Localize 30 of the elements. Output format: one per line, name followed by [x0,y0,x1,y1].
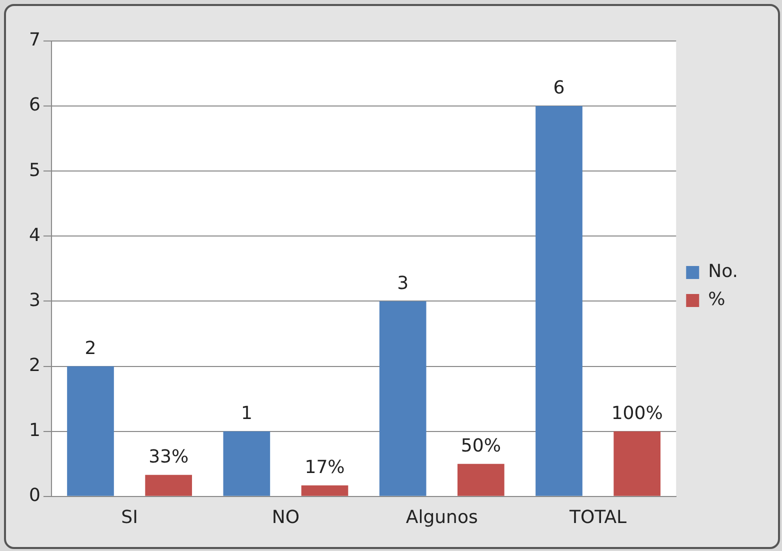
data-label: 6 [553,78,565,99]
bar [67,366,114,496]
bar [536,106,582,496]
bar [614,431,660,496]
x-tick-label: NO [272,506,300,528]
y-tick-label: 0 [29,485,40,506]
legend-label: % [708,289,726,310]
y-tick-label: 6 [29,94,40,116]
x-tick-label: Algunos [406,506,478,528]
y-tick-label: 1 [29,420,40,442]
data-label: 100% [611,403,663,424]
y-tick-label: 3 [29,290,40,311]
x-tick-label: SI [121,506,138,528]
data-label: 2 [84,338,96,359]
y-tick-label: 4 [29,224,40,246]
bar [301,485,348,496]
y-tick-label: 2 [29,354,40,376]
bar [145,474,192,496]
data-label: 3 [397,272,409,294]
bar [223,431,270,496]
data-label: 50% [460,436,501,457]
x-tick-label: TOTAL [568,506,627,528]
bar [379,301,426,496]
data-label: 17% [304,457,345,478]
y-tick-label: 7 [29,30,40,51]
data-label: 33% [148,446,189,468]
bar [457,464,504,496]
data-label: 1 [240,403,252,424]
legend-label: No. [708,261,738,282]
y-tick-label: 5 [29,160,40,181]
